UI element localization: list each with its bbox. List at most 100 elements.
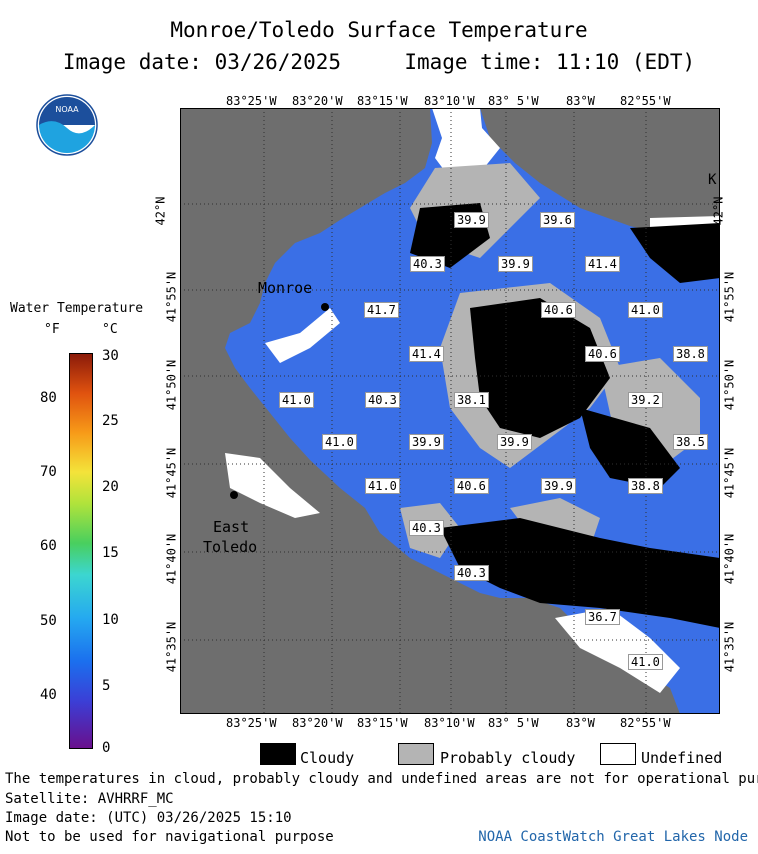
celsius-tick: 10: [102, 612, 119, 628]
latitude-label-right: 41°55'N: [722, 271, 737, 323]
longitude-label-bottom: 82°55'W: [620, 716, 671, 730]
fahrenheit-tick: 60: [40, 538, 57, 554]
longitude-label-bottom: 83°10'W: [424, 716, 475, 730]
temperature-label: 41.0: [628, 302, 663, 318]
fahrenheit-tick: 40: [40, 687, 57, 703]
legend-probably-cloudy: Probably cloudy: [440, 749, 576, 767]
scale-unit-c: °C: [102, 322, 118, 337]
temperature-label: 41.7: [364, 302, 399, 318]
map-grid: [180, 108, 720, 714]
undefined-area-shore: [225, 453, 320, 518]
temperature-label: 40.3: [409, 520, 444, 536]
cloudy-area-south: [440, 518, 720, 628]
undefined-area-south: [555, 608, 680, 693]
temperature-label: 39.2: [628, 392, 663, 408]
footer-disclaimer: The temperatures in cloud, probably clou…: [5, 771, 758, 787]
undefined-area-north: [432, 108, 500, 178]
undefined-area-west: [265, 308, 340, 363]
latitude-label-right: 41°50'N: [722, 359, 737, 411]
cloudy-area-east: [630, 223, 720, 283]
temperature-label: 41.0: [628, 654, 663, 670]
city-toledo: Toledo: [203, 538, 258, 556]
longitude-label-top: 82°55'W: [620, 94, 671, 108]
image-date-label: Image date: 03/26/2025: [62, 50, 342, 74]
latitude-label-right: 41°40'N: [722, 533, 737, 585]
longitude-label-top: 83°10'W: [424, 94, 475, 108]
longitude-label-bottom: 83° 5'W: [488, 716, 539, 730]
temperature-label: 40.3: [365, 392, 400, 408]
temperature-label: 39.9: [541, 478, 576, 494]
temperature-label: 39.9: [497, 434, 532, 450]
latitude-label-left: 41°55'N: [164, 271, 179, 323]
temperature-map: [180, 108, 720, 714]
fahrenheit-tick: 80: [40, 390, 57, 406]
footer-credit: NOAA CoastWatch Great Lakes Node: [478, 829, 748, 845]
temperature-colorbar: [69, 353, 93, 749]
temperature-label: 41.0: [322, 434, 357, 450]
east-toledo-marker: [230, 491, 238, 499]
legend-cloudy: Cloudy: [300, 749, 355, 767]
temperature-label: 41.0: [365, 478, 400, 494]
image-time-label: Image time: 11:10 (EDT): [404, 50, 696, 74]
longitude-label-bottom: 83°20'W: [292, 716, 343, 730]
celsius-tick: 20: [102, 479, 119, 495]
legend-swatch-cloudy: [260, 743, 296, 765]
temperature-label: 40.3: [410, 256, 445, 272]
footer-utc-date: Image date: (UTC) 03/26/2025 15:10: [5, 810, 292, 826]
temperature-label: 39.9: [409, 434, 444, 450]
longitude-label-top: 83°25'W: [226, 94, 277, 108]
fahrenheit-tick: 70: [40, 464, 57, 480]
image-datetime: Image date: 03/26/2025 Image time: 11:10…: [0, 50, 758, 74]
temperature-label: 38.8: [628, 478, 663, 494]
page-title: Monroe/Toledo Surface Temperature: [170, 18, 588, 42]
latitude-label-right: 41°35'N: [722, 621, 737, 673]
longitude-label-top: 83°20'W: [292, 94, 343, 108]
temperature-label: 39.6: [540, 212, 575, 228]
temperature-label: 40.6: [454, 478, 489, 494]
temperature-label: 40.6: [541, 302, 576, 318]
latitude-label-right: 42°N: [711, 196, 726, 226]
corner-label: K: [708, 172, 717, 188]
map-frame: [180, 108, 720, 714]
latitude-label-left: 41°35'N: [164, 621, 179, 673]
latitude-label-left: 41°50'N: [164, 359, 179, 411]
city-monroe: Monroe: [258, 279, 313, 297]
footer-navigation-note: Not to be used for navigational purpose: [5, 829, 334, 845]
scale-unit-f: °F: [44, 322, 60, 337]
longitude-label-bottom: 83°15'W: [357, 716, 408, 730]
logo-text: NOAA: [55, 105, 79, 114]
celsius-tick: 30: [102, 348, 119, 364]
temperature-label: 39.9: [498, 256, 533, 272]
fahrenheit-tick: 50: [40, 613, 57, 629]
temperature-label: 38.8: [673, 346, 708, 362]
legend-swatch-probably-cloudy: [398, 743, 434, 765]
temperature-label: 40.3: [454, 565, 489, 581]
latitude-label-left: 41°45'N: [164, 447, 179, 499]
legend-undefined: Undefined: [641, 749, 723, 767]
latitude-label-left: 42°N: [153, 196, 168, 226]
longitude-label-bottom: 83°W: [566, 716, 595, 730]
latitude-label-left: 41°40'N: [164, 533, 179, 585]
temperature-label: 40.6: [585, 346, 620, 362]
scale-title: Water Temperature: [10, 301, 144, 316]
noaa-logo-icon: NOAA: [36, 94, 98, 156]
latitude-label-right: 41°45'N: [722, 447, 737, 499]
celsius-tick: 0: [102, 740, 111, 756]
temperature-label: 41.0: [279, 392, 314, 408]
cloudy-area-center: [470, 298, 610, 438]
temperature-label: 38.1: [454, 392, 489, 408]
celsius-tick: 15: [102, 545, 119, 561]
cloudy-area-se: [580, 408, 680, 488]
longitude-label-top: 83°W: [566, 94, 595, 108]
longitude-label-bottom: 83°25'W: [226, 716, 277, 730]
footer-satellite: Satellite: AVHRRF_MC: [5, 791, 174, 807]
temperature-label: 41.4: [585, 256, 620, 272]
temperature-label: 38.5: [673, 434, 708, 450]
legend-swatch-undefined: [600, 743, 636, 765]
temperature-label: 41.4: [409, 346, 444, 362]
celsius-tick: 25: [102, 413, 119, 429]
longitude-label-top: 83° 5'W: [488, 94, 539, 108]
city-east: East: [213, 518, 250, 536]
monroe-marker: [321, 303, 329, 311]
temperature-label: 36.7: [585, 609, 620, 625]
